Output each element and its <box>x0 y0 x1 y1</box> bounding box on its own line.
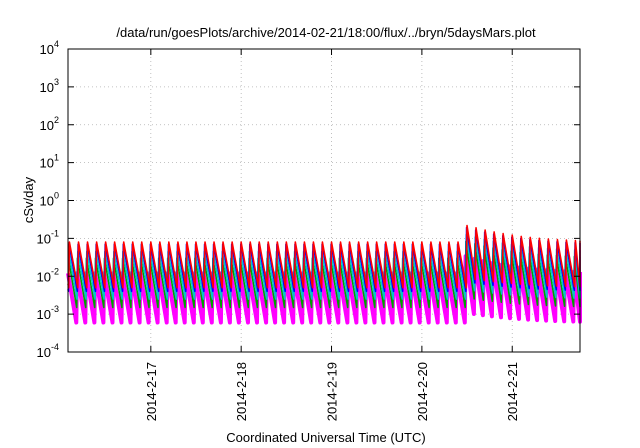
y-tick-label: 103 <box>40 77 59 95</box>
y-tick-exponent: -1 <box>51 228 59 238</box>
y-tick-exponent: -3 <box>51 304 59 314</box>
x-tick-label: 2014-2-19 <box>325 362 340 421</box>
y-tick-base: 10 <box>40 156 54 171</box>
y-tick-base: 10 <box>40 80 54 95</box>
y-tick-label: 10-4 <box>37 342 59 360</box>
y-tick-label: 101 <box>40 153 59 171</box>
x-axis: 2014-2-17 2014-2-18 2014-2-19 2014-2-20 2014… <box>144 49 520 421</box>
y-tick-base: 10 <box>37 307 51 322</box>
y-tick-base: 10 <box>37 269 51 284</box>
y-tick-exponent: 4 <box>54 39 59 49</box>
y-tick-exponent: -2 <box>51 266 59 276</box>
x-tick-label: 2014-2-21 <box>505 362 520 421</box>
y-tick-base: 10 <box>40 42 54 57</box>
x-axis-label: Coordinated Universal Time (UTC) <box>226 430 425 445</box>
chart-title-text: /data/run/goesPlots/archive/2014-02-21/1… <box>116 25 536 40</box>
series-line <box>67 233 581 300</box>
y-tick-label: 10-3 <box>37 304 59 322</box>
chart-title: /data/run/goesPlots/archive/2014-02-21/1… <box>116 25 536 40</box>
series-line <box>67 224 581 289</box>
y-tick-exponent: 1 <box>54 153 59 163</box>
y-tick-label: 102 <box>40 115 59 133</box>
y-tick-exponent: 0 <box>54 191 59 201</box>
y-tick-exponent: 3 <box>54 77 59 87</box>
y-tick-exponent: -4 <box>51 342 59 352</box>
x-tick-label: 2014-2-18 <box>234 362 249 421</box>
series-line <box>66 254 582 325</box>
x-tick-label: 2014-2-20 <box>415 362 430 421</box>
y-tick-base: 10 <box>40 194 54 209</box>
y-tick-base: 10 <box>37 231 51 246</box>
y-tick-base: 10 <box>37 345 51 360</box>
series-line <box>67 240 581 309</box>
y-tick-label: 104 <box>40 39 59 57</box>
y-tick-label: 10-1 <box>37 228 59 246</box>
y-tick-base: 10 <box>40 118 54 133</box>
y-tick-exponent: 2 <box>54 115 59 125</box>
y-tick-label: 10-2 <box>37 266 59 284</box>
series-lines <box>66 224 582 325</box>
x-tick-label: 2014-2-17 <box>144 362 159 421</box>
y-tick-label: 100 <box>40 191 59 209</box>
y-axis-label: cSv/day <box>21 176 36 223</box>
